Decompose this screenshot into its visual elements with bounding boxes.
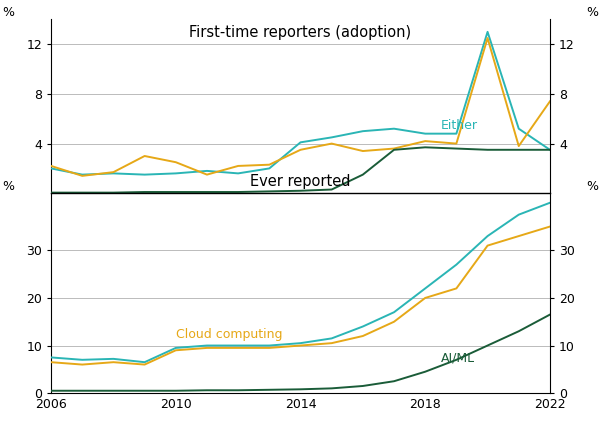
Text: AI/ML: AI/ML	[441, 352, 475, 365]
Text: %: %	[2, 180, 14, 193]
Text: %: %	[2, 6, 14, 19]
Text: %: %	[587, 6, 599, 19]
Text: %: %	[587, 180, 599, 193]
Text: Either: Either	[441, 119, 478, 133]
Text: Ever reported: Ever reported	[250, 174, 351, 189]
Text: First-time reporters (adoption): First-time reporters (adoption)	[189, 25, 412, 40]
Text: Cloud computing: Cloud computing	[175, 328, 282, 341]
